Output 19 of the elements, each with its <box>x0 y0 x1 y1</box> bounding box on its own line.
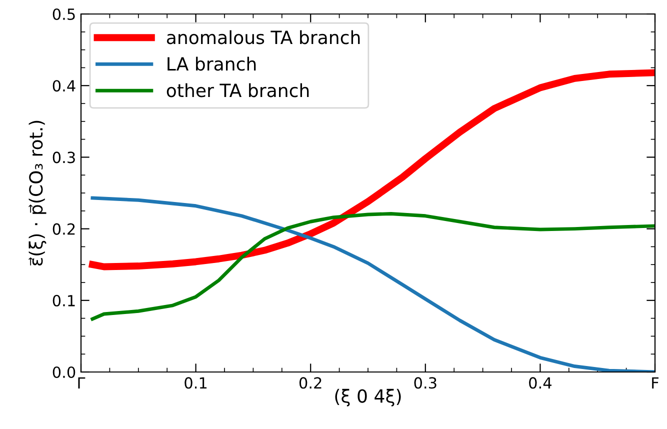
legend-label: other TA branch <box>166 83 309 98</box>
legend-label: anomalous TA branch <box>166 30 360 44</box>
line-series <box>90 212 655 321</box>
line-series <box>90 196 655 372</box>
x-tick-label: 0.2 <box>299 377 322 389</box>
x-tick-label: Γ <box>78 377 86 388</box>
legend-label: LA branch <box>168 56 256 71</box>
x-tick-label: 0.4 <box>529 377 552 389</box>
x-tick-label: 0.1 <box>184 377 207 389</box>
y-tick-label: 0.4 <box>52 80 76 92</box>
y-tick-label: 0.5 <box>52 8 75 20</box>
y-tick-label: 0.1 <box>52 294 75 306</box>
y-tick-label: 0.0 <box>52 366 76 378</box>
y-tick-label: 0.3 <box>52 152 75 164</box>
y-tick-label: 0.2 <box>52 223 75 235</box>
x-axis-title: (ξ 0 4ξ) <box>335 388 401 406</box>
x-tick-label: 0.3 <box>414 377 436 389</box>
y-axis-title: ε⃗(ξ) · p⃗(CO₃ rot.) <box>28 120 46 266</box>
x-tick-label: F <box>652 377 659 388</box>
